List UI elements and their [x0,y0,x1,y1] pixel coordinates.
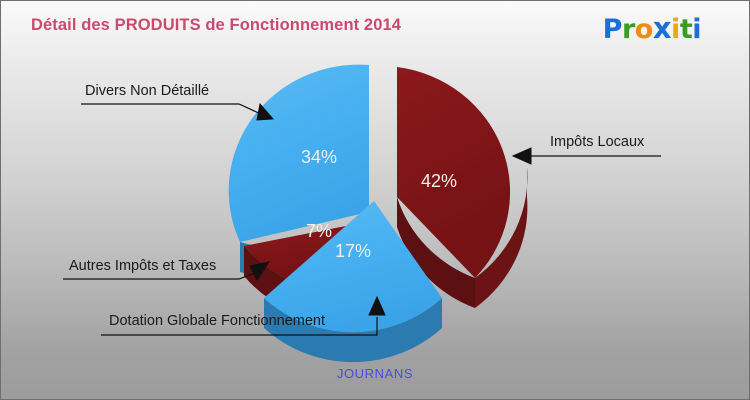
logo-letter-i2: i [692,14,701,45]
slice-label-34: 34% [301,147,337,167]
callout-label-impots-locaux[interactable]: Impôts Locaux [550,134,645,150]
callout-label-autres-impots-et-taxes[interactable]: Autres Impôts et Taxes [69,258,217,274]
logo-letter-t: t [679,14,693,45]
callout-leaders [63,102,661,336]
slice-dotation-globale-fonctionnement[interactable]: 17% [264,201,442,363]
leader-line-divers [81,103,264,116]
logo-letter-o: o [634,14,654,45]
callout-label-divers-non-detaille[interactable]: Divers Non Détaillé [85,83,210,99]
arrowhead-divers [256,102,275,121]
slice-label-42: 42% [421,171,457,191]
slice-label-17: 17% [335,241,371,261]
logo-letter-i1: i [671,14,680,45]
logo-letter-p: P [602,14,623,45]
logo-letter-x: x [652,11,672,45]
leader-line-dotation [101,317,378,336]
arrowhead-impots [511,147,532,165]
logo-letter-r: r [621,14,635,45]
callout-label-dotation-globale-fonctionnement[interactable]: Dotation Globale Fonctionnement [109,313,326,329]
arrowhead-dotation [368,295,386,316]
arrowhead-autres [249,261,271,281]
slice-impots-locaux[interactable]: 42% [397,67,528,308]
proxiti-logo[interactable]: Proxiti [602,11,702,45]
leader-line-autres [63,272,256,280]
page-title: Détail des PRODUITS de Fonctionnement 20… [31,16,402,34]
city-name: JOURNANS [336,366,414,381]
slice-label-7: 7% [306,221,332,241]
